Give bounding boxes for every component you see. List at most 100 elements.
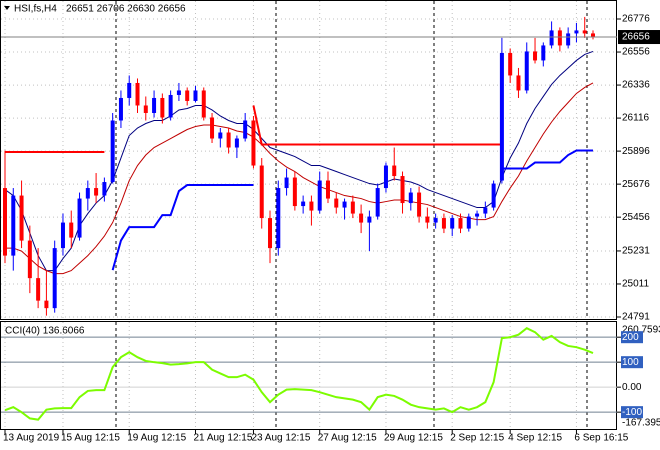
indicator-line bbox=[5, 82, 594, 275]
candle-body bbox=[342, 201, 347, 208]
candle-body bbox=[483, 207, 488, 214]
candle-body bbox=[458, 218, 463, 229]
indicator-line bbox=[4, 327, 594, 421]
candle-body bbox=[557, 30, 562, 46]
candle-body bbox=[383, 165, 388, 189]
candle-body bbox=[574, 30, 579, 34]
candle-body bbox=[143, 105, 148, 113]
y-tick-label: 26556 bbox=[622, 47, 650, 58]
candle-body bbox=[210, 117, 215, 139]
y-tick-label: 26116 bbox=[622, 113, 650, 124]
cci-level-box bbox=[621, 356, 643, 369]
ohlc-text: 26651 26706 26630 26656 bbox=[66, 4, 186, 15]
candle-body bbox=[516, 75, 521, 91]
indicator-line bbox=[4, 50, 594, 272]
candle-body bbox=[491, 183, 496, 208]
candle-body bbox=[508, 52, 513, 76]
candle-body bbox=[168, 94, 173, 118]
x-tick-label: 4 Sep 12:15 bbox=[508, 433, 562, 444]
symbol: HSI,fs,H4 bbox=[14, 4, 57, 15]
cci-title: CCI(40) 136.6066 bbox=[5, 326, 85, 337]
candle-body bbox=[85, 188, 90, 199]
candle-body bbox=[259, 165, 264, 219]
candle-body bbox=[243, 120, 248, 139]
x-tick-label: 15 Aug 12:15 bbox=[61, 433, 120, 444]
candle-body bbox=[19, 195, 24, 241]
x-tick-label: 13 Aug 2019 bbox=[3, 433, 60, 444]
cci-panel-frame bbox=[0, 321, 617, 430]
candle-body bbox=[69, 222, 74, 238]
candle-body bbox=[268, 218, 273, 249]
y-tick-label: 25896 bbox=[622, 146, 650, 157]
x-tick-label: 21 Aug 12:15 bbox=[193, 433, 252, 444]
y-tick-label: -100 bbox=[622, 407, 642, 418]
y-tick-label: 26336 bbox=[622, 80, 650, 91]
main-panel-frame bbox=[0, 0, 617, 320]
candle-body bbox=[292, 177, 297, 207]
candle-body bbox=[466, 216, 471, 229]
cci-level-box bbox=[621, 331, 643, 344]
x-tick-label: 27 Aug 12:15 bbox=[318, 433, 377, 444]
candle-body bbox=[284, 177, 289, 189]
candle-body bbox=[566, 33, 571, 46]
candle-body bbox=[251, 120, 256, 166]
x-tick-label: 29 Aug 12:15 bbox=[384, 433, 443, 444]
cci-level-box bbox=[621, 406, 643, 419]
candle-body bbox=[475, 213, 480, 217]
candle-body bbox=[317, 180, 322, 211]
candle-body bbox=[110, 120, 115, 183]
candle-body bbox=[234, 138, 239, 148]
x-tick-label: 6 Sep 16:15 bbox=[574, 433, 628, 444]
candle-body bbox=[325, 180, 330, 199]
candle-body bbox=[276, 188, 281, 249]
candle-body bbox=[425, 216, 430, 223]
y-tick-label: 100 bbox=[622, 357, 639, 368]
candle-body bbox=[102, 182, 107, 196]
y-tick-label: 200 bbox=[622, 332, 639, 343]
candle-body bbox=[27, 240, 32, 279]
y-tick-label: 24791 bbox=[622, 312, 650, 323]
x-tick-label: 23 Aug 12:15 bbox=[251, 433, 310, 444]
menu-arrow[interactable] bbox=[4, 6, 10, 10]
candle-body bbox=[408, 192, 413, 204]
candle-body bbox=[400, 176, 405, 204]
candle-body bbox=[392, 165, 397, 177]
candle-body bbox=[591, 33, 595, 38]
candle-body bbox=[441, 218, 446, 229]
candle-body bbox=[499, 52, 504, 181]
candle-body bbox=[94, 188, 99, 196]
candle-body bbox=[433, 218, 438, 223]
candle-body bbox=[549, 30, 554, 46]
candle-body bbox=[334, 198, 339, 208]
candle-body bbox=[582, 30, 587, 34]
candle-body bbox=[127, 82, 132, 98]
y-tick-label: 0.00 bbox=[622, 382, 642, 393]
candle-body bbox=[118, 97, 123, 121]
candle-body bbox=[152, 97, 157, 113]
candle-body bbox=[60, 222, 65, 249]
candle-body bbox=[309, 201, 314, 211]
y-tick-label: 26776 bbox=[622, 14, 650, 25]
candle-body bbox=[541, 45, 546, 61]
cci-max-label: 260.7593 bbox=[622, 325, 660, 336]
candle-body bbox=[359, 213, 364, 223]
indicator-line bbox=[111, 149, 593, 271]
candle-body bbox=[201, 90, 206, 118]
candle-body bbox=[417, 192, 422, 217]
last-price-box bbox=[618, 30, 660, 45]
candle-body bbox=[533, 51, 538, 61]
y-tick-label: 25456 bbox=[622, 212, 650, 223]
cci-min-label: -167.3956 bbox=[622, 418, 660, 429]
candle-body bbox=[367, 216, 372, 223]
y-tick-label: 25011 bbox=[622, 279, 650, 290]
candle-body bbox=[52, 248, 57, 309]
candle-body bbox=[3, 188, 7, 256]
candle-body bbox=[135, 82, 140, 106]
candle-body bbox=[450, 218, 455, 229]
candle-body bbox=[44, 300, 49, 309]
candle-body bbox=[11, 195, 16, 256]
y-tick-label: 25231 bbox=[622, 246, 650, 257]
candle-body bbox=[375, 188, 380, 217]
candle-body bbox=[301, 201, 306, 207]
